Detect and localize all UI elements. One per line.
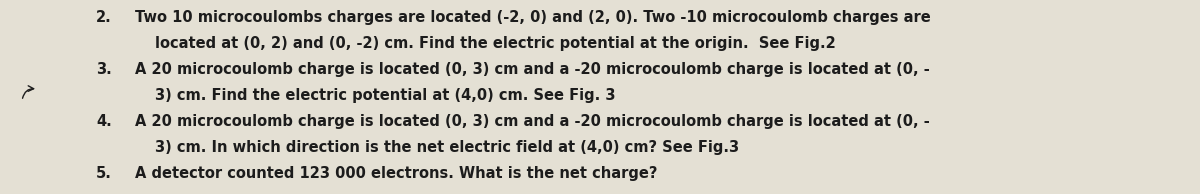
Text: 3.: 3. xyxy=(96,62,112,77)
Text: 5.: 5. xyxy=(96,166,112,181)
Text: 3) cm. In which direction is the net electric field at (4,0) cm? See Fig.3: 3) cm. In which direction is the net ele… xyxy=(155,140,739,155)
Text: A 20 microcoulomb charge is located (0, 3) cm and a -20 microcoulomb charge is l: A 20 microcoulomb charge is located (0, … xyxy=(134,62,930,77)
Text: A 20 microcoulomb charge is located (0, 3) cm and a -20 microcoulomb charge is l: A 20 microcoulomb charge is located (0, … xyxy=(134,114,930,129)
Text: 4.: 4. xyxy=(96,114,112,129)
Text: 2.: 2. xyxy=(96,10,112,25)
Text: A detector counted 123 000 electrons. What is the net charge?: A detector counted 123 000 electrons. Wh… xyxy=(134,166,658,181)
Text: Two 10 microcoulombs charges are located (-2, 0) and (2, 0). Two -10 microcoulom: Two 10 microcoulombs charges are located… xyxy=(134,10,931,25)
Text: 3) cm. Find the electric potential at (4,0) cm. See Fig. 3: 3) cm. Find the electric potential at (4… xyxy=(155,88,616,103)
Text: located at (0, 2) and (0, -2) cm. Find the electric potential at the origin.  Se: located at (0, 2) and (0, -2) cm. Find t… xyxy=(155,36,835,51)
